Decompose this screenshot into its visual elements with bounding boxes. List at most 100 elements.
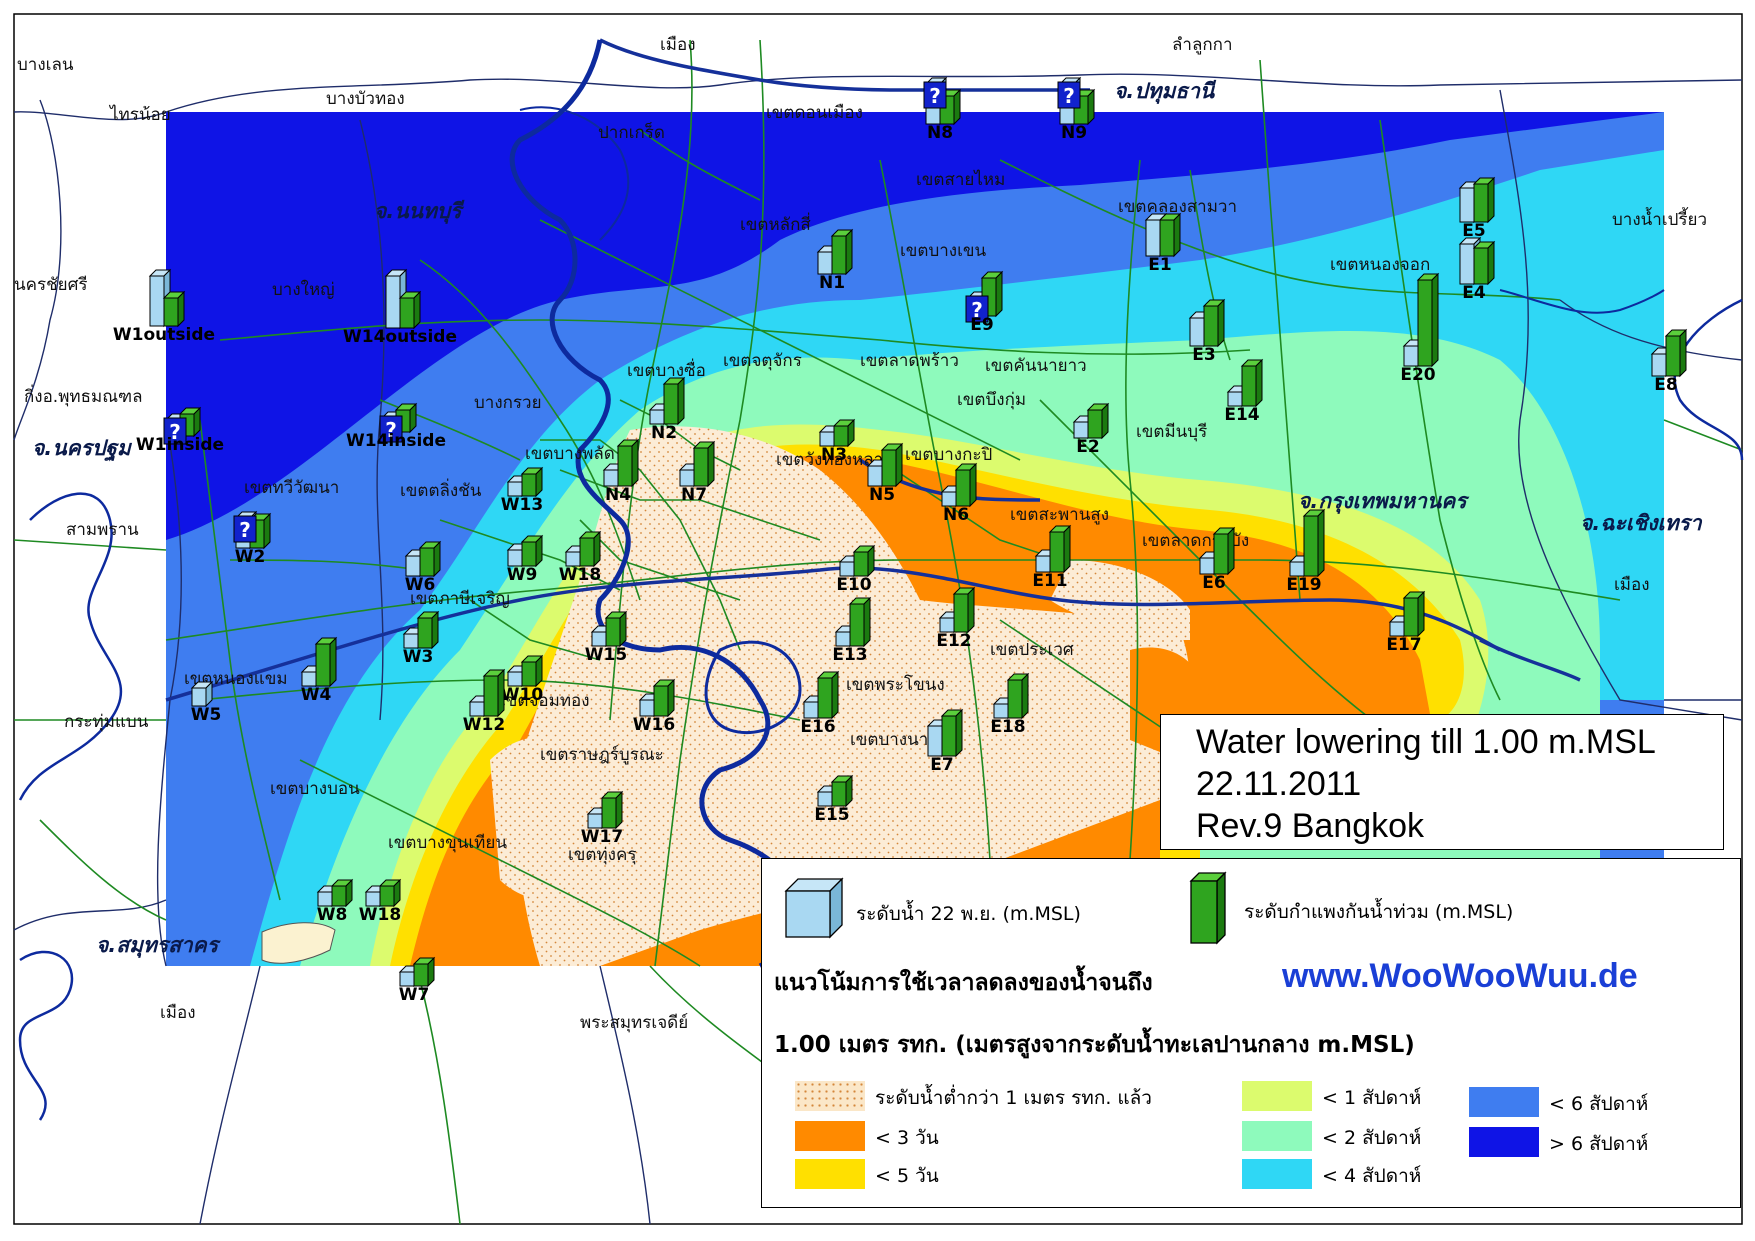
place-label: เขตคลองสามวา bbox=[1118, 197, 1237, 217]
place-label: เขตตลิ่งชัน bbox=[400, 478, 482, 501]
place-label: เมือง bbox=[1614, 575, 1650, 595]
unknown-level-icon: ? bbox=[1057, 81, 1081, 109]
place-label: เขตทวีวัฒนา bbox=[244, 478, 339, 498]
place-label: บางน้ำเปรี้ยว bbox=[1612, 207, 1707, 230]
wall-level-bar bbox=[1240, 358, 1264, 408]
station-label: W7 bbox=[399, 985, 430, 1005]
wall-level-bar bbox=[830, 774, 854, 808]
station-w3: W3 bbox=[403, 610, 440, 667]
station-label: W4 bbox=[301, 685, 332, 705]
wall-level-bar bbox=[1302, 508, 1326, 578]
station-label: E17 bbox=[1386, 635, 1421, 655]
unknown-level-icon: ? bbox=[163, 417, 187, 445]
place-label: เขตจตุจักร bbox=[723, 351, 802, 371]
station-e10: E10 bbox=[836, 544, 876, 595]
station-label: W14outside bbox=[343, 327, 457, 347]
swatch-less-3-days bbox=[795, 1121, 865, 1151]
wall-level-legend-label: ระดับกำแพงกันน้ำท่วม (m.MSL) bbox=[1244, 901, 1514, 923]
swatch-less-6-weeks bbox=[1469, 1087, 1539, 1117]
station-label: W2 bbox=[235, 547, 266, 567]
wall-level-bar bbox=[520, 466, 544, 498]
wall-level-bar bbox=[832, 418, 856, 448]
legend-class-label: < 1 สัปดาห์ bbox=[1322, 1087, 1422, 1109]
wall-level-bar bbox=[1212, 526, 1236, 576]
station-e20: E20 bbox=[1400, 272, 1440, 385]
station-label: E2 bbox=[1076, 437, 1099, 457]
wall-level-bar bbox=[954, 462, 978, 508]
station-e5: E5 bbox=[1458, 176, 1496, 241]
legend-class-label: < 3 วัน bbox=[875, 1127, 939, 1149]
province-label: จ.สมุทรสาคร bbox=[96, 933, 222, 958]
station-label: W17 bbox=[581, 827, 623, 847]
wall-level-bar bbox=[848, 596, 872, 648]
station-label: W6 bbox=[405, 575, 436, 595]
legend-subheading: 1.00 เมตร รทก. (เมตรสูงจากระดับน้ำทะเลปา… bbox=[774, 1032, 1415, 1058]
station-w6: W6 bbox=[405, 540, 442, 595]
station-w14inside: ?W14inside bbox=[346, 402, 446, 451]
province-label: จ.นนทบุรี bbox=[374, 199, 465, 224]
station-n2: N2 bbox=[648, 376, 686, 443]
place-label: บางเลน bbox=[17, 55, 74, 75]
station-label: E9 bbox=[970, 315, 993, 335]
unknown-level-icon: ? bbox=[379, 415, 403, 443]
station-label: E6 bbox=[1202, 573, 1225, 593]
station-w2: ? W2 bbox=[233, 510, 272, 567]
station-label: E19 bbox=[1286, 575, 1321, 595]
place-label: บางบัวทอง bbox=[326, 89, 405, 109]
place-label: เขตสายไหม bbox=[916, 169, 1005, 190]
station-n3: N3 bbox=[818, 418, 856, 465]
station-label: E13 bbox=[832, 645, 867, 665]
station-label: E16 bbox=[800, 717, 835, 737]
station-label: W10 bbox=[501, 685, 544, 705]
title-line-2: 22.11.2011 bbox=[1196, 765, 1362, 803]
station-w12: W12 bbox=[463, 668, 506, 735]
station-label: W1outside bbox=[113, 325, 215, 345]
place-label: เมือง bbox=[660, 35, 696, 55]
station-e4: E4 bbox=[1458, 236, 1496, 303]
wall-level-bar bbox=[418, 540, 442, 578]
station-label: N4 bbox=[605, 485, 631, 505]
station-label: N8 bbox=[927, 123, 953, 143]
wall-level-bar bbox=[482, 668, 506, 718]
legend-class-label: < 5 วัน bbox=[875, 1165, 939, 1187]
place-label: บางใหญ่ bbox=[272, 279, 335, 300]
place-label: ไทรน้อย bbox=[108, 104, 171, 125]
canal-north bbox=[519, 106, 630, 241]
station-label: W16 bbox=[633, 715, 675, 735]
station-label: W3 bbox=[403, 647, 434, 667]
station-n7: N7 bbox=[678, 440, 716, 505]
station-label: N5 bbox=[869, 485, 895, 505]
station-e13: E13 bbox=[832, 596, 872, 665]
station-w1inside: ?W1inside bbox=[136, 406, 224, 455]
province-label: จ.นครปฐม bbox=[32, 436, 133, 462]
bang-pakong-river bbox=[1673, 298, 1744, 461]
station-w16: W16 bbox=[633, 678, 676, 735]
place-label: ปากเกร็ด bbox=[598, 121, 665, 143]
station-w9: W9 bbox=[507, 534, 544, 585]
wall-level-bar bbox=[378, 878, 402, 908]
place-label: เขตบางนา bbox=[850, 730, 928, 750]
unknown-mark: ? bbox=[929, 84, 941, 108]
station-label: W18 bbox=[359, 905, 401, 925]
station-label: E11 bbox=[1032, 571, 1067, 591]
station-w5: W5 bbox=[191, 680, 221, 725]
wall-level-bar bbox=[1072, 88, 1096, 126]
wall-level-bar bbox=[940, 708, 964, 758]
station-e1: E1 bbox=[1144, 212, 1182, 275]
wall-level-bar bbox=[852, 544, 876, 578]
wall-level-bar bbox=[652, 678, 676, 718]
station-label: E18 bbox=[990, 717, 1025, 737]
place-label: เขตบางพลัด bbox=[525, 444, 615, 464]
station-e6: E6 bbox=[1198, 526, 1236, 593]
wall-level-bar bbox=[162, 290, 186, 328]
station-n1: N1 bbox=[816, 228, 854, 293]
unknown-level-icon: ? bbox=[965, 295, 989, 323]
swatch-more-6-weeks bbox=[1469, 1127, 1539, 1157]
station-label: E4 bbox=[1462, 283, 1486, 303]
wall-level-bar bbox=[1416, 272, 1440, 368]
station-e19: E19 bbox=[1286, 508, 1326, 595]
station-e17: E17 bbox=[1386, 590, 1426, 655]
station-w17: W17 bbox=[581, 790, 623, 847]
road-network bbox=[13, 39, 1743, 1225]
